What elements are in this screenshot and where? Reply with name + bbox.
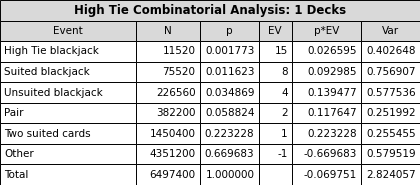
Text: 0.223228: 0.223228 (205, 129, 255, 139)
Bar (136, 82, 200, 103)
Bar (200, 82, 259, 103)
Text: Two suited cards: Two suited cards (4, 129, 91, 139)
Bar (259, 103, 292, 123)
Bar (292, 41, 361, 62)
Bar (200, 144, 259, 164)
Bar (361, 164, 420, 185)
Text: -0.069751: -0.069751 (304, 170, 357, 180)
Text: 0.001773: 0.001773 (205, 46, 255, 56)
Text: 11520: 11520 (163, 46, 196, 56)
Text: 0.092985: 0.092985 (307, 67, 357, 77)
Text: 0.011623: 0.011623 (205, 67, 255, 77)
Text: -0.669683: -0.669683 (304, 149, 357, 159)
Text: -1: -1 (277, 149, 288, 159)
Bar (292, 144, 361, 164)
Text: Event: Event (53, 26, 83, 36)
Bar (361, 123, 420, 144)
Bar (0, 62, 136, 82)
Bar (200, 21, 259, 41)
Text: 75520: 75520 (163, 67, 196, 77)
Text: Var: Var (382, 26, 399, 36)
Bar (0, 0, 420, 21)
Bar (259, 62, 292, 82)
Bar (259, 144, 292, 164)
Text: Pair: Pair (4, 108, 24, 118)
Text: 0.223228: 0.223228 (307, 129, 357, 139)
Text: 0.579519: 0.579519 (366, 149, 416, 159)
Bar (0, 21, 136, 41)
Bar (361, 144, 420, 164)
Bar (259, 41, 292, 62)
Bar (0, 82, 136, 103)
Text: 1: 1 (281, 129, 288, 139)
Bar (136, 21, 200, 41)
Text: Unsuited blackjack: Unsuited blackjack (4, 88, 103, 97)
Text: 0.756907: 0.756907 (366, 67, 416, 77)
Bar (361, 62, 420, 82)
Text: 4: 4 (281, 88, 288, 97)
Text: 1450400: 1450400 (150, 129, 196, 139)
Bar (259, 82, 292, 103)
Bar (136, 164, 200, 185)
Text: 0.669683: 0.669683 (205, 149, 255, 159)
Text: N: N (164, 26, 172, 36)
Bar (136, 103, 200, 123)
Text: 2: 2 (281, 108, 288, 118)
Text: 0.117647: 0.117647 (307, 108, 357, 118)
Bar (292, 123, 361, 144)
Text: p*EV: p*EV (314, 26, 339, 36)
Bar (361, 103, 420, 123)
Text: High Tie blackjack: High Tie blackjack (4, 46, 99, 56)
Text: 15: 15 (275, 46, 288, 56)
Bar (200, 41, 259, 62)
Text: 0.577536: 0.577536 (366, 88, 416, 97)
Text: 0.026595: 0.026595 (307, 46, 357, 56)
Bar (200, 103, 259, 123)
Bar (259, 21, 292, 41)
Text: 0.255455: 0.255455 (366, 129, 416, 139)
Bar (0, 164, 136, 185)
Text: 0.251992: 0.251992 (366, 108, 416, 118)
Text: 0.058824: 0.058824 (205, 108, 255, 118)
Text: Other: Other (4, 149, 34, 159)
Bar (200, 164, 259, 185)
Text: 8: 8 (281, 67, 288, 77)
Bar (136, 62, 200, 82)
Text: p: p (226, 26, 233, 36)
Bar (361, 82, 420, 103)
Text: 1.000000: 1.000000 (205, 170, 255, 180)
Text: High Tie Combinatorial Analysis: 1 Decks: High Tie Combinatorial Analysis: 1 Decks (74, 4, 346, 17)
Bar (136, 123, 200, 144)
Text: EV: EV (268, 26, 282, 36)
Bar (200, 62, 259, 82)
Bar (292, 103, 361, 123)
Bar (292, 164, 361, 185)
Text: 0.402648: 0.402648 (366, 46, 416, 56)
Bar (361, 21, 420, 41)
Bar (259, 123, 292, 144)
Bar (0, 144, 136, 164)
Text: Suited blackjack: Suited blackjack (4, 67, 90, 77)
Bar (136, 144, 200, 164)
Bar (0, 123, 136, 144)
Bar (200, 123, 259, 144)
Bar (361, 41, 420, 62)
Bar (0, 41, 136, 62)
Bar (0, 103, 136, 123)
Text: 226560: 226560 (156, 88, 196, 97)
Text: 0.139477: 0.139477 (307, 88, 357, 97)
Text: 2.824057: 2.824057 (366, 170, 416, 180)
Bar (292, 62, 361, 82)
Text: 0.034869: 0.034869 (205, 88, 255, 97)
Bar (136, 41, 200, 62)
Text: Total: Total (4, 170, 29, 180)
Bar (259, 164, 292, 185)
Bar (292, 21, 361, 41)
Text: 6497400: 6497400 (150, 170, 196, 180)
Text: 4351200: 4351200 (150, 149, 196, 159)
Bar (292, 82, 361, 103)
Text: 382200: 382200 (156, 108, 196, 118)
